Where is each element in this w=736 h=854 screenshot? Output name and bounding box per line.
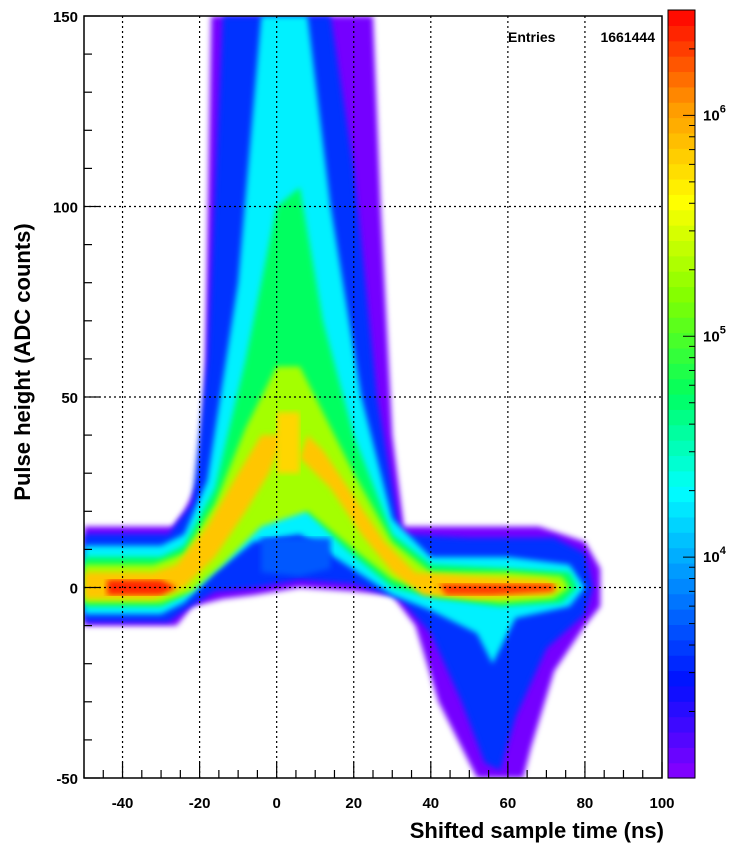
colorbar-label: 104 xyxy=(703,545,727,566)
axis-ticks xyxy=(83,15,663,779)
x-tick-label: 0 xyxy=(272,795,280,812)
x-tick-label: 60 xyxy=(500,795,517,812)
colorbar-band xyxy=(668,516,695,533)
y-tick-label: 50 xyxy=(61,390,78,407)
colorbar-band xyxy=(668,255,695,272)
layer-notch xyxy=(261,537,331,577)
colorbar: 104 105 106 xyxy=(667,9,727,779)
stats-entries-value: 1661444 xyxy=(600,29,655,45)
colorbar-band xyxy=(668,71,695,88)
y-tick-labels: -50 0 50 100 150 xyxy=(53,9,78,788)
colorbar-band xyxy=(668,701,695,718)
band-orange-left xyxy=(84,435,285,599)
colorbar-band xyxy=(668,655,695,672)
colorbar-labels: 104 105 106 xyxy=(703,103,727,566)
colorbar-band xyxy=(668,639,695,656)
colorbar-band xyxy=(668,209,695,226)
grid-lines xyxy=(84,16,662,778)
colorbar-label: 105 xyxy=(703,324,726,345)
colorbar-band xyxy=(668,685,695,702)
colorbar-band xyxy=(668,440,695,457)
colorbar-bands xyxy=(668,10,695,779)
colorbar-band xyxy=(668,347,695,364)
colorbar-band xyxy=(668,624,695,641)
stats-box: Entries 1661444 xyxy=(508,29,655,45)
colorbar-label: 106 xyxy=(703,103,726,124)
colorbar-band xyxy=(668,225,695,241)
x-tick-labels: -40 -20 0 20 40 60 80 100 xyxy=(112,795,675,812)
y-tick-label: -50 xyxy=(56,771,78,788)
colorbar-band xyxy=(668,56,695,73)
colorbar-band xyxy=(668,747,695,764)
colorbar-ticks xyxy=(683,9,695,779)
colorbar-band xyxy=(668,578,695,595)
colorbar-band xyxy=(668,132,695,149)
colorbar-band xyxy=(668,609,695,625)
colorbar-band xyxy=(668,470,695,487)
colorbar-band xyxy=(668,486,695,503)
x-tick-label: -20 xyxy=(189,795,211,812)
colorbar-band xyxy=(668,40,695,57)
colorbar-band xyxy=(668,716,695,733)
x-axis-title: Shifted sample time (ns) xyxy=(410,818,664,843)
colorbar-band xyxy=(668,562,695,579)
colorbar-band xyxy=(668,762,695,779)
colorbar-band xyxy=(668,117,695,134)
y-tick-label: 100 xyxy=(53,200,78,217)
x-tick-label: -40 xyxy=(112,795,134,812)
y-axis-title: Pulse height (ADC counts) xyxy=(10,223,35,500)
core-red-left xyxy=(107,579,177,596)
colorbar-band xyxy=(668,163,695,180)
colorbar-band xyxy=(668,148,695,165)
x-tick-label: 80 xyxy=(577,795,594,812)
colorbar-band xyxy=(668,86,695,103)
colorbar-band xyxy=(668,240,695,257)
colorbar-band xyxy=(668,455,695,472)
x-tick-label: 40 xyxy=(422,795,439,812)
x-tick-label: 20 xyxy=(345,795,362,812)
colorbar-band xyxy=(668,501,695,518)
colorbar-frame xyxy=(667,9,696,779)
colorbar-band xyxy=(668,532,695,549)
colorbar-band xyxy=(668,25,695,42)
colorbar-band xyxy=(668,378,695,395)
colorbar-band xyxy=(668,409,695,426)
colorbar-band xyxy=(668,547,695,564)
colorbar-band xyxy=(668,394,695,410)
colorbar-band xyxy=(668,593,695,610)
colorbar-band xyxy=(668,731,695,748)
colorbar-band xyxy=(668,424,695,441)
x-tick-label: 100 xyxy=(649,795,674,812)
colorbar-band xyxy=(668,286,695,303)
core-red-right xyxy=(438,583,555,596)
colorbar-band xyxy=(668,178,695,195)
colorbar-band xyxy=(668,194,695,211)
colorbar-band xyxy=(668,317,695,334)
stats-entries-label: Entries xyxy=(508,29,556,45)
colorbar-band xyxy=(668,670,695,687)
colorbar-band xyxy=(668,271,695,288)
colorbar-band xyxy=(668,10,695,26)
colorbar-band xyxy=(668,363,695,380)
colorbar-band xyxy=(668,102,695,119)
band-orange-right xyxy=(299,435,562,599)
colorbar-band xyxy=(668,301,695,318)
y-tick-label: 150 xyxy=(53,9,78,26)
band-orange-center xyxy=(276,412,300,474)
y-tick-label: 0 xyxy=(70,581,78,598)
